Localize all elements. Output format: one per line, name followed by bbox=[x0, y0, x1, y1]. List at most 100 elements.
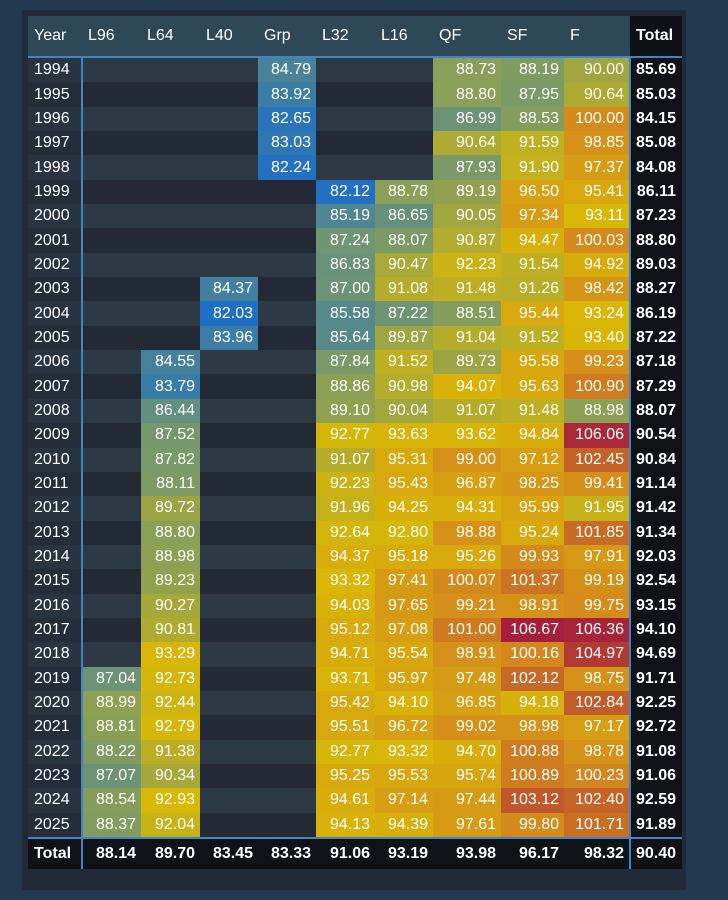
empty-cell[interactable] bbox=[141, 179, 200, 205]
heat-cell[interactable]: 86.83 bbox=[316, 252, 375, 278]
empty-cell[interactable] bbox=[82, 228, 141, 253]
empty-cell[interactable] bbox=[141, 106, 200, 132]
heat-cell[interactable]: 98.25 bbox=[501, 471, 564, 497]
column-header[interactable]: F bbox=[564, 16, 630, 58]
empty-cell[interactable] bbox=[82, 496, 141, 521]
empty-cell[interactable] bbox=[82, 155, 141, 180]
heat-cell[interactable]: 88.80 bbox=[433, 82, 501, 107]
empty-cell[interactable] bbox=[82, 204, 141, 229]
heat-cell[interactable]: 98.91 bbox=[501, 593, 564, 618]
empty-cell[interactable] bbox=[258, 593, 316, 618]
empty-cell[interactable] bbox=[258, 520, 316, 545]
heat-cell[interactable]: 97.91 bbox=[564, 544, 630, 570]
heat-cell[interactable]: 82.12 bbox=[316, 179, 375, 205]
empty-cell[interactable] bbox=[200, 155, 258, 180]
heat-cell[interactable]: 98.75 bbox=[564, 666, 630, 691]
heat-cell[interactable]: 90.87 bbox=[433, 228, 501, 253]
empty-cell[interactable] bbox=[200, 82, 258, 107]
heat-cell[interactable]: 94.61 bbox=[316, 788, 375, 813]
heat-cell[interactable]: 87.95 bbox=[501, 82, 564, 107]
empty-cell[interactable] bbox=[316, 131, 375, 156]
heat-cell[interactable]: 91.52 bbox=[375, 350, 433, 375]
heat-cell[interactable]: 94.25 bbox=[375, 496, 433, 521]
empty-cell[interactable] bbox=[141, 325, 200, 351]
heat-cell[interactable]: 94.39 bbox=[375, 812, 433, 838]
heat-cell[interactable]: 94.47 bbox=[501, 228, 564, 253]
empty-cell[interactable] bbox=[316, 155, 375, 180]
empty-cell[interactable] bbox=[258, 228, 316, 253]
heat-cell[interactable]: 97.65 bbox=[375, 593, 433, 618]
empty-cell[interactable] bbox=[82, 179, 141, 205]
heat-cell[interactable]: 92.64 bbox=[316, 520, 375, 545]
heat-cell[interactable]: 88.54 bbox=[82, 788, 141, 813]
heat-cell[interactable]: 89.10 bbox=[316, 398, 375, 424]
heat-cell[interactable]: 95.53 bbox=[375, 763, 433, 789]
heat-cell[interactable]: 85.64 bbox=[316, 325, 375, 351]
heat-cell[interactable]: 106.67 bbox=[501, 617, 564, 643]
heat-cell[interactable]: 98.98 bbox=[501, 715, 564, 740]
heat-cell[interactable]: 91.26 bbox=[501, 277, 564, 302]
empty-cell[interactable] bbox=[141, 204, 200, 229]
heat-cell[interactable]: 93.63 bbox=[375, 423, 433, 448]
heat-cell[interactable]: 88.81 bbox=[82, 715, 141, 740]
heat-cell[interactable]: 88.53 bbox=[501, 106, 564, 132]
heat-cell[interactable]: 97.17 bbox=[564, 715, 630, 740]
heat-cell[interactable]: 84.37 bbox=[200, 277, 258, 302]
heat-cell[interactable]: 87.04 bbox=[82, 666, 141, 691]
heat-cell[interactable]: 93.62 bbox=[433, 423, 501, 448]
heat-cell[interactable]: 95.42 bbox=[316, 690, 375, 716]
heat-cell[interactable]: 97.08 bbox=[375, 617, 433, 643]
year-column-header[interactable]: Year bbox=[28, 16, 82, 58]
heat-cell[interactable]: 87.24 bbox=[316, 228, 375, 253]
heat-cell[interactable]: 100.16 bbox=[501, 642, 564, 667]
heat-cell[interactable]: 92.23 bbox=[433, 252, 501, 278]
empty-cell[interactable] bbox=[200, 106, 258, 132]
heat-cell[interactable]: 102.12 bbox=[501, 666, 564, 691]
heat-cell[interactable]: 88.98 bbox=[564, 398, 630, 424]
heat-cell[interactable]: 98.85 bbox=[564, 131, 630, 156]
empty-cell[interactable] bbox=[82, 350, 141, 375]
heat-cell[interactable]: 90.64 bbox=[433, 131, 501, 156]
empty-cell[interactable] bbox=[82, 544, 141, 570]
heat-cell[interactable]: 95.25 bbox=[316, 763, 375, 789]
heat-cell[interactable]: 91.38 bbox=[141, 739, 200, 764]
heat-cell[interactable]: 95.51 bbox=[316, 715, 375, 740]
heat-cell[interactable]: 88.51 bbox=[433, 301, 501, 326]
heat-cell[interactable]: 82.65 bbox=[258, 106, 316, 132]
heat-cell[interactable]: 90.34 bbox=[141, 763, 200, 789]
empty-cell[interactable] bbox=[258, 715, 316, 740]
empty-cell[interactable] bbox=[82, 447, 141, 472]
heat-cell[interactable]: 94.70 bbox=[433, 739, 501, 764]
heat-cell[interactable]: 91.07 bbox=[433, 398, 501, 424]
heat-cell[interactable]: 99.00 bbox=[433, 447, 501, 472]
empty-cell[interactable] bbox=[200, 544, 258, 570]
empty-cell[interactable] bbox=[375, 57, 433, 83]
column-header[interactable]: L64 bbox=[141, 16, 200, 58]
column-header[interactable]: L40 bbox=[200, 16, 258, 58]
empty-cell[interactable] bbox=[141, 301, 200, 326]
heat-cell[interactable]: 100.07 bbox=[433, 569, 501, 594]
heat-cell[interactable]: 100.00 bbox=[564, 106, 630, 132]
empty-cell[interactable] bbox=[200, 350, 258, 375]
heat-cell[interactable]: 98.42 bbox=[564, 277, 630, 302]
heat-cell[interactable]: 98.88 bbox=[433, 520, 501, 545]
empty-cell[interactable] bbox=[200, 179, 258, 205]
empty-cell[interactable] bbox=[200, 252, 258, 278]
empty-cell[interactable] bbox=[375, 131, 433, 156]
empty-cell[interactable] bbox=[258, 423, 316, 448]
empty-cell[interactable] bbox=[258, 252, 316, 278]
heat-cell[interactable]: 90.04 bbox=[375, 398, 433, 424]
heat-cell[interactable]: 100.90 bbox=[564, 374, 630, 399]
heat-cell[interactable]: 87.07 bbox=[82, 763, 141, 789]
heat-cell[interactable]: 89.73 bbox=[433, 350, 501, 375]
heat-cell[interactable]: 90.47 bbox=[375, 252, 433, 278]
empty-cell[interactable] bbox=[258, 812, 316, 838]
heat-cell[interactable]: 86.65 bbox=[375, 204, 433, 229]
heat-cell[interactable]: 93.24 bbox=[564, 301, 630, 326]
heat-cell[interactable]: 95.18 bbox=[375, 544, 433, 570]
heat-cell[interactable]: 93.29 bbox=[141, 642, 200, 667]
heat-cell[interactable]: 95.99 bbox=[501, 496, 564, 521]
empty-cell[interactable] bbox=[141, 57, 200, 83]
heat-cell[interactable]: 90.27 bbox=[141, 593, 200, 618]
empty-cell[interactable] bbox=[200, 593, 258, 618]
